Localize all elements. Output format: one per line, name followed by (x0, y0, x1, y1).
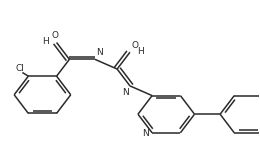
Text: H: H (42, 37, 49, 46)
Text: N: N (96, 48, 103, 57)
Text: H: H (138, 47, 144, 56)
Text: Cl: Cl (15, 64, 24, 73)
Text: O: O (52, 32, 59, 40)
Text: O: O (131, 41, 138, 50)
Text: N: N (142, 129, 149, 138)
Text: N: N (122, 87, 129, 97)
